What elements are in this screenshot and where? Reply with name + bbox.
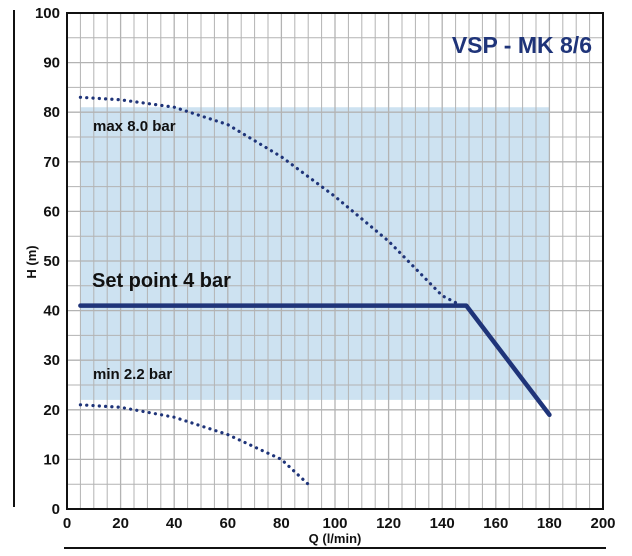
setpoint-line [78,303,552,418]
max-pressure-curve [78,95,468,310]
x-tick-label: 200 [590,515,615,532]
x-tick-label: 120 [376,515,401,532]
x-tick-label: 80 [273,515,290,532]
x-tick-label: 180 [537,515,562,532]
y-tick-label: 90 [43,55,60,72]
x-tick-label: 140 [430,515,455,532]
y-tick-label: 100 [35,5,60,22]
x-axis-title: Q (l/min) [309,531,362,546]
y-tick-label: 70 [43,154,60,171]
plot-frame [66,12,604,510]
x-tick-label: 20 [112,515,129,532]
setpoint-label: Set point 4 bar [92,270,231,292]
y-tick-label: 80 [43,104,60,121]
y-tick-label: 20 [43,402,60,419]
min-pressure-label: min 2.2 bar [93,366,172,383]
y-tick-label: 50 [43,253,60,270]
x-tick-label: 60 [219,515,236,532]
y-tick-label: 30 [43,352,60,369]
x-tick-label: 100 [322,515,347,532]
max-pressure-label: max 8.0 bar [93,118,176,135]
min-pressure-curve [78,403,310,486]
y-tick-label: 40 [43,303,60,320]
x-tick-label: 160 [483,515,508,532]
chart-title: VSP - MK 8/6 [452,32,592,58]
x-tick-label: 40 [166,515,183,532]
y-tick-label: 10 [43,451,60,468]
y-tick-label: 0 [52,501,60,518]
operating-region [80,107,550,400]
y-axis-title: H (m) [24,245,39,278]
x-tick-label: 0 [63,515,71,532]
y-tick-label: 60 [43,203,60,220]
